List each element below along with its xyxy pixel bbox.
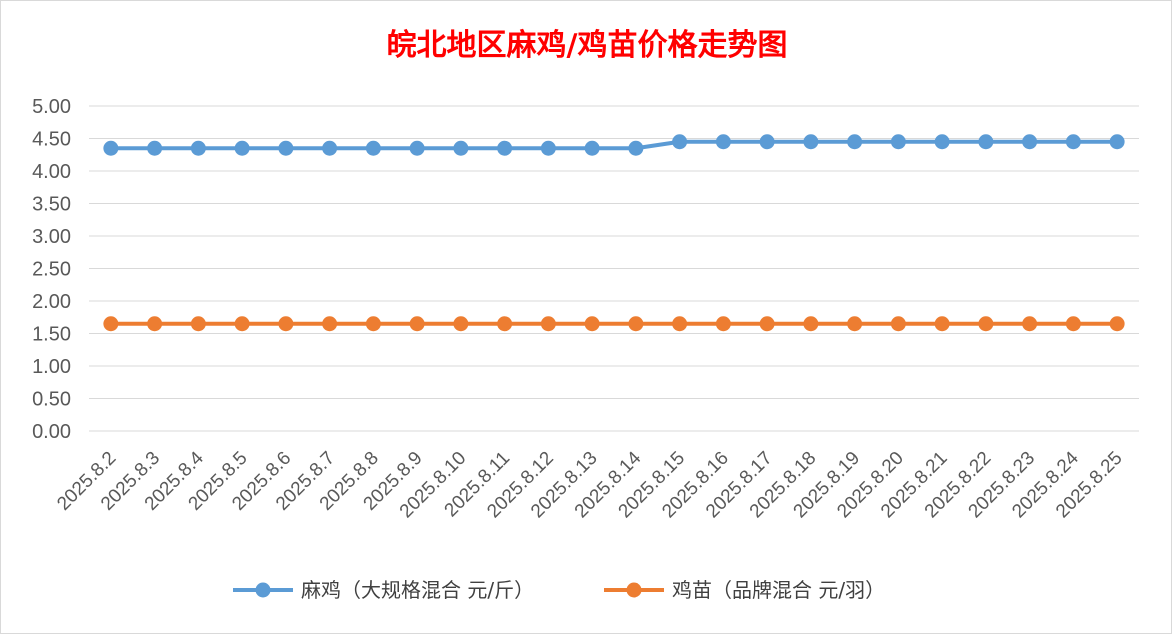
data-point: [759, 134, 775, 150]
data-point: [1022, 316, 1038, 332]
legend-marker: [626, 582, 642, 598]
y-tick-label: 4.50: [32, 129, 71, 151]
legend-label: 麻鸡（大规格混合 元/斤）: [301, 578, 534, 602]
data-point: [890, 134, 906, 150]
data-point: [409, 316, 425, 332]
data-point: [672, 316, 688, 332]
data-point: [715, 134, 731, 150]
data-point: [934, 134, 950, 150]
data-point: [847, 134, 863, 150]
y-axis-tick-labels: 0.00 0.50 1.00 1.50 2.00 2.50 3.00 3.50 4.00 4.50…: [32, 96, 71, 443]
data-point: [978, 134, 994, 150]
data-point: [190, 140, 206, 156]
data-point: [1065, 316, 1081, 332]
legend-label: 鸡苗（品牌混合 元/羽）: [672, 578, 885, 602]
y-tick-label: 3.00: [32, 226, 71, 248]
data-point: [934, 316, 950, 332]
data-point: [234, 316, 250, 332]
data-point: [103, 140, 119, 156]
y-tick-label: 1.00: [32, 356, 71, 378]
data-point: [890, 316, 906, 332]
data-point: [759, 316, 775, 332]
series-layer: [103, 134, 1125, 332]
data-point: [715, 316, 731, 332]
series-line: [110, 139, 1118, 151]
data-point: [497, 140, 513, 156]
data-point: [1065, 134, 1081, 150]
data-point: [409, 140, 425, 156]
x-axis-tick-labels: 2025.8.22025.8.32025.8.42025.8.52025.8.6…: [53, 447, 1126, 522]
y-tick-label: 0.50: [32, 389, 71, 411]
data-point: [147, 316, 163, 332]
data-point: [234, 140, 250, 156]
data-point: [1109, 316, 1125, 332]
data-point: [278, 140, 294, 156]
series-1: [103, 134, 1125, 156]
data-point: [278, 316, 294, 332]
y-tick-label: 5.00: [32, 96, 71, 118]
y-tick-label: 2.50: [32, 259, 71, 281]
gridlines: [89, 105, 1139, 432]
data-point: [540, 140, 556, 156]
y-tick-label: 0.00: [32, 421, 71, 443]
y-tick-label: 1.50: [32, 324, 71, 346]
data-point: [803, 316, 819, 332]
legend-marker: [255, 582, 271, 598]
data-point: [497, 316, 513, 332]
data-point: [453, 140, 469, 156]
data-point: [365, 316, 381, 332]
data-point: [190, 316, 206, 332]
data-point: [1022, 134, 1038, 150]
data-point: [365, 140, 381, 156]
data-point: [103, 316, 119, 332]
data-point: [453, 316, 469, 332]
legend-entry: 鸡苗（品牌混合 元/羽）: [604, 578, 885, 602]
data-point: [1109, 134, 1125, 150]
data-point: [322, 316, 338, 332]
legend: 麻鸡（大规格混合 元/斤） 鸡苗（品牌混合 元/羽）: [233, 578, 885, 602]
data-point: [803, 134, 819, 150]
data-point: [584, 140, 600, 156]
legend-entry: 麻鸡（大规格混合 元/斤）: [233, 578, 534, 602]
y-tick-label: 2.00: [32, 291, 71, 313]
data-point: [672, 134, 688, 150]
data-point: [147, 140, 163, 156]
data-point: [322, 140, 338, 156]
data-point: [540, 316, 556, 332]
data-point: [978, 316, 994, 332]
data-point: [628, 316, 644, 332]
series-2: [103, 316, 1125, 332]
data-point: [628, 140, 644, 156]
data-point: [584, 316, 600, 332]
chart-title: 皖北地区麻鸡/鸡苗价格走势图: [387, 28, 788, 63]
y-tick-label: 4.00: [32, 161, 71, 183]
data-point: [847, 316, 863, 332]
y-tick-label: 3.50: [32, 194, 71, 216]
